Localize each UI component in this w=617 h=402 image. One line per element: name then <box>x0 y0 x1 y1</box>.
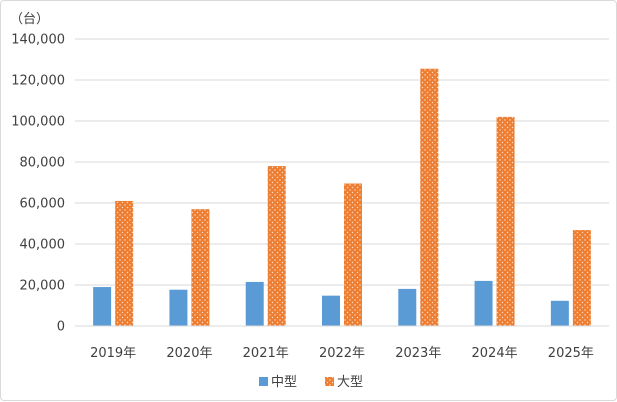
bar-large-7 <box>572 230 591 326</box>
bars <box>93 68 591 327</box>
bar-large-6 <box>496 116 515 327</box>
y-tick-label: 60,000 <box>20 197 66 212</box>
x-tick-label: 2022年 <box>319 346 365 361</box>
x-tick-label: 2023年 <box>395 346 441 361</box>
gridlines <box>75 38 609 286</box>
y-axis-ticks: 0 20,000 40,000 60,000 80,000 100,000 120,000 1… <box>11 33 65 335</box>
y-tick-label: 140,000 <box>11 33 65 48</box>
legend-swatch <box>259 377 268 386</box>
bar-medium-2 <box>169 289 188 326</box>
bar-large-3 <box>267 166 286 326</box>
bar-medium-7 <box>550 300 569 326</box>
legend: 中型 大型 <box>259 375 363 390</box>
x-tick-label: 2024年 <box>472 346 518 361</box>
bar-large-5 <box>420 68 439 326</box>
legend-item: 中型 <box>259 375 297 390</box>
legend-swatch <box>325 377 334 386</box>
bar-large-1 <box>115 200 134 326</box>
legend-label: 大型 <box>337 375 363 390</box>
legend-label: 中型 <box>271 375 297 390</box>
y-tick-label: 0 <box>57 320 65 335</box>
bar-medium-1 <box>93 287 112 326</box>
legend-item: 大型 <box>325 375 363 390</box>
x-tick-label: 2020年 <box>166 346 212 361</box>
bar-large-2 <box>191 209 210 326</box>
y-tick-label: 80,000 <box>20 156 66 171</box>
x-tick-label: 2019年 <box>90 346 136 361</box>
bar-medium-4 <box>322 295 340 326</box>
y-tick-label: 40,000 <box>20 238 66 253</box>
x-axis-ticks: 2019年 2020年 2021年 2022年 2023年 2024年 2025年 <box>90 346 594 361</box>
x-tick-label: 2025年 <box>548 346 594 361</box>
bar-medium-5 <box>398 288 417 326</box>
x-tick-label: 2021年 <box>243 346 289 361</box>
y-axis-unit-label: （台） <box>10 12 49 27</box>
bar-medium-3 <box>245 281 264 326</box>
bar-medium-6 <box>474 280 493 326</box>
y-tick-label: 120,000 <box>11 74 65 89</box>
y-tick-label: 100,000 <box>11 115 65 130</box>
bar-large-4 <box>344 183 362 326</box>
y-tick-label: 20,000 <box>20 279 66 294</box>
